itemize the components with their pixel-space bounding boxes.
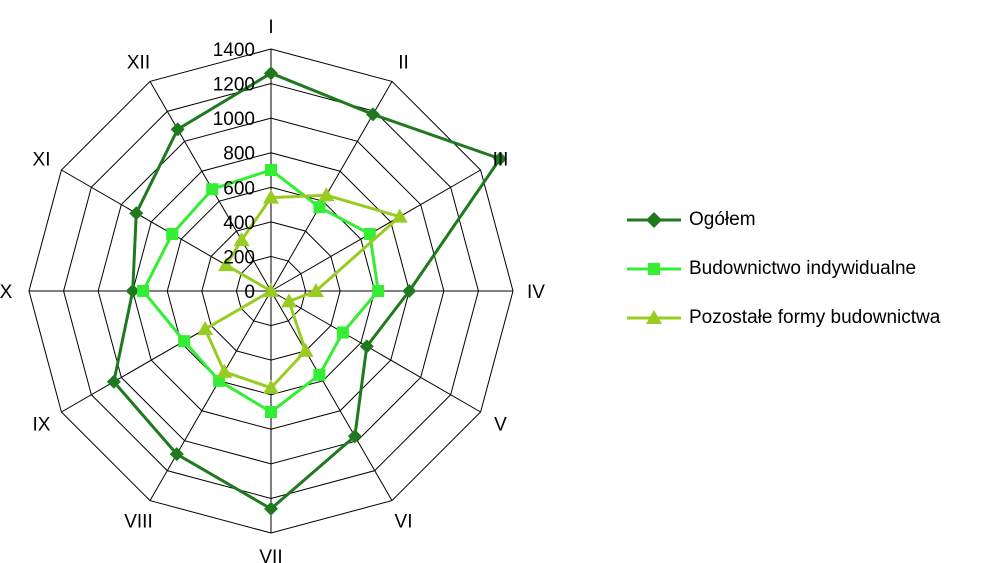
series-2-point-5 (297, 342, 314, 357)
series-1-point-9 (137, 285, 150, 297)
series-0-point-3 (402, 284, 417, 298)
legend-label-ogolem: Ogółem (689, 209, 756, 230)
series-2-point-8 (197, 321, 214, 336)
series-1-point-5 (313, 368, 326, 381)
series-2-point-2 (391, 208, 408, 223)
r-tick-label-0: 0 (244, 282, 255, 303)
legend: Ogółem Budownictwo indywidualne Pozostał… (625, 198, 1008, 345)
category-label-X: X (0, 282, 13, 303)
series-1-point-10 (166, 227, 179, 240)
legend-label-budownictwo-indywidualne: Budownictwo indywidualne (689, 258, 917, 279)
series-1-point-3 (372, 285, 385, 297)
series-2-point-7 (216, 363, 233, 378)
series-1-point-4 (336, 326, 349, 339)
r-tick-label-1200: 1200 (213, 75, 255, 96)
series-0-point-0 (264, 66, 278, 81)
series-2-point-0 (263, 189, 279, 204)
legend-item-ogolem: Ogółem (625, 198, 1008, 247)
radar-series (106, 66, 508, 516)
series-2-point-11 (233, 232, 250, 247)
r-tick-label-600: 600 (223, 178, 255, 199)
r-tick-label-400: 400 (223, 213, 255, 234)
category-label-II: II (398, 53, 409, 74)
legend-marker-ogolem (627, 212, 681, 228)
series-1-point-2 (363, 227, 376, 240)
series-0-point-9 (125, 284, 140, 298)
series-1-point-6 (265, 406, 277, 418)
category-label-XI: XI (33, 150, 51, 171)
category-label-V: V (494, 415, 507, 436)
series-0-point-7 (169, 447, 184, 462)
radial-tick-labels: 0 200 400 600 800 1000 1200 1400 (213, 40, 255, 303)
grid-spoke-7 (149, 290, 272, 501)
series-2-point-3 (307, 283, 324, 297)
r-tick-label-800: 800 (223, 144, 255, 165)
series-1-point-0 (265, 164, 277, 176)
category-label-VII: VII (259, 547, 282, 563)
category-label-I: I (268, 17, 273, 38)
r-tick-label-200: 200 (223, 247, 255, 268)
series-0-point-6 (264, 501, 278, 516)
series-2-point-1 (318, 187, 335, 202)
r-tick-label-1000: 1000 (213, 109, 255, 130)
series-1-point-1 (313, 201, 326, 214)
category-label-III: III (493, 150, 509, 171)
legend-item-budownictwo-indywidualne: Budownictwo indywidualne (625, 247, 1008, 296)
legend-label-pozostale-formy: Pozostałe formy budownictwa (689, 307, 941, 328)
series-0-point-2 (493, 151, 508, 166)
series-2-point-10 (218, 257, 235, 272)
category-label-VIII: VIII (124, 511, 153, 532)
r-tick-label-1400: 1400 (213, 40, 255, 61)
legend-item-pozostale-formy: Pozostałe formy budownictwa (625, 296, 1008, 345)
series-0-point-11 (170, 122, 185, 137)
category-label-VI: VI (395, 511, 413, 532)
series-0-point-8 (106, 374, 121, 389)
series-2-point-9 (263, 283, 279, 297)
category-label-IX: IX (33, 415, 51, 436)
legend-marker-budownictwo-indywidualne (627, 263, 681, 275)
series-0-point-1 (365, 107, 380, 122)
series-0-point-5 (347, 429, 362, 444)
series-1-point-11 (206, 183, 219, 196)
category-label-IV: IV (527, 282, 545, 303)
series-2-point-4 (280, 293, 297, 308)
series-0-point-10 (129, 206, 144, 221)
series-0-point-4 (359, 339, 374, 354)
series-1-point-8 (178, 335, 191, 348)
grid-spoke-4 (270, 290, 481, 413)
grid-spoke-5 (270, 290, 393, 501)
series-2-point-6 (263, 379, 279, 394)
legend-marker-pozostale-formy (627, 310, 681, 324)
category-label-XII: XII (127, 53, 150, 74)
